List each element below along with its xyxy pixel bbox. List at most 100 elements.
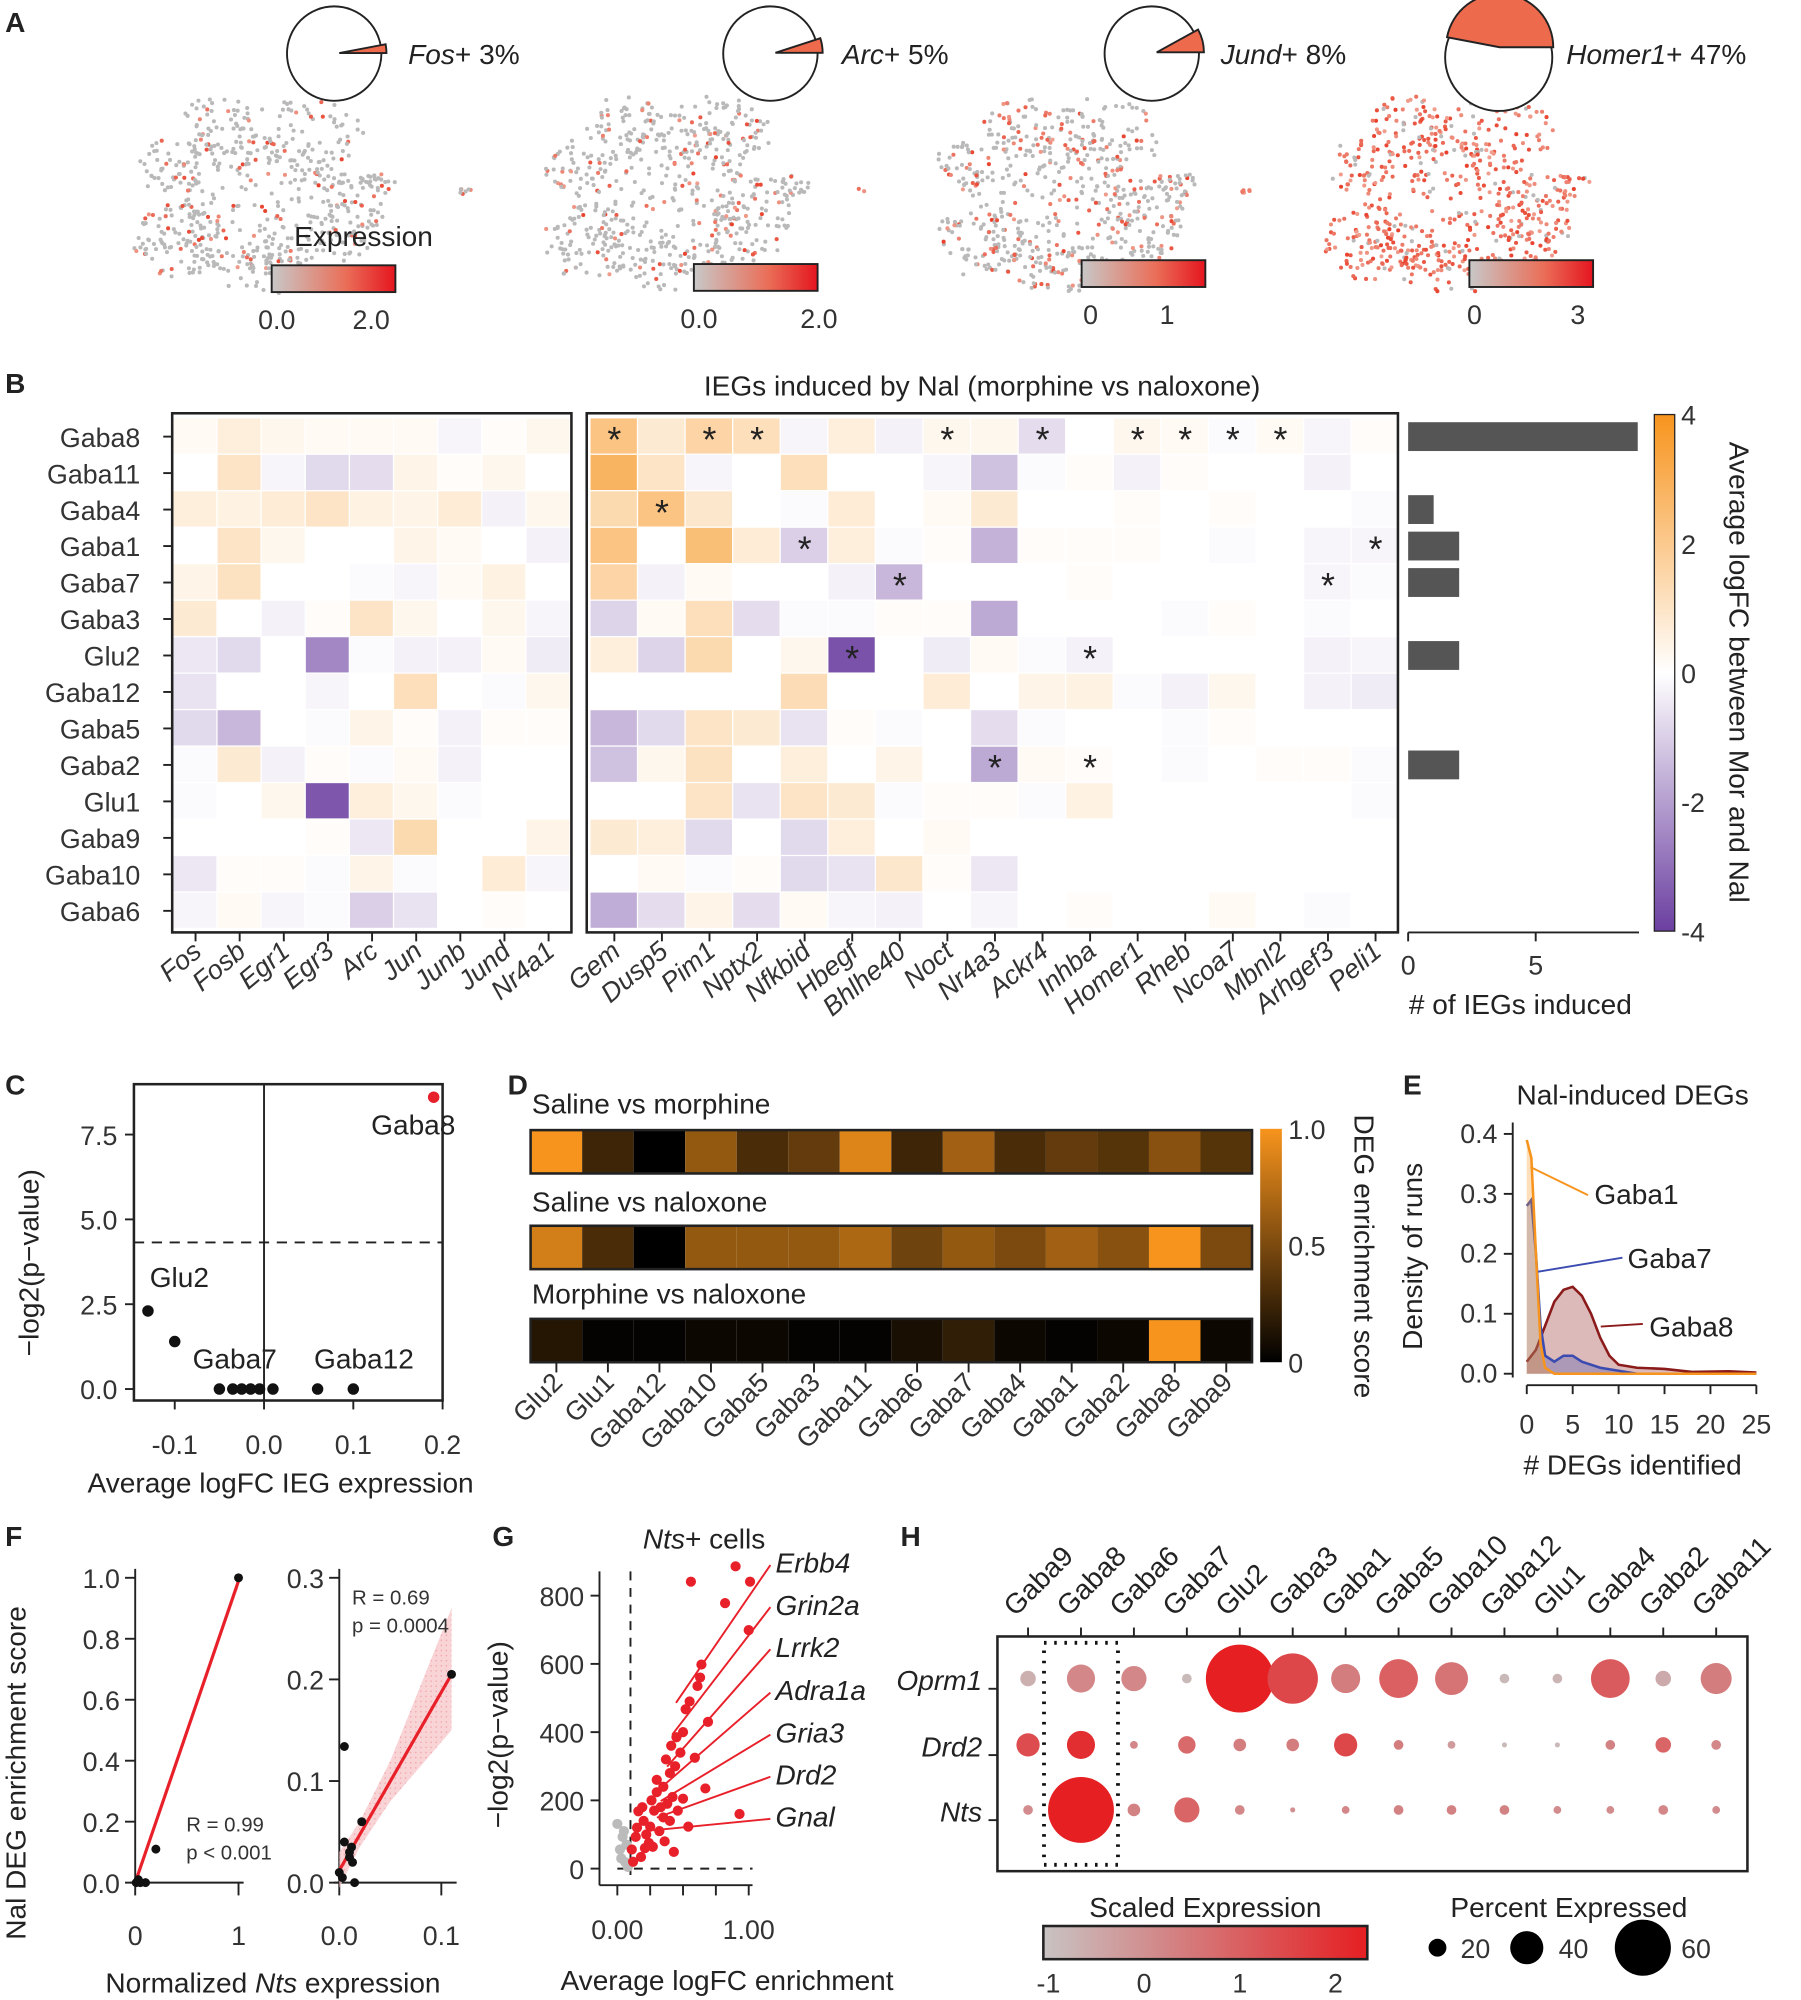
- umap-cell-point: [1070, 119, 1075, 124]
- umap-cell-point: [587, 165, 592, 170]
- umap-cell-point: [984, 267, 989, 272]
- heatmap-cell: [482, 491, 526, 527]
- umap-cell-point: [679, 128, 684, 133]
- umap-cell-point: [226, 109, 231, 114]
- heatmap-cell: [1304, 637, 1351, 673]
- umap-cell-point: [1426, 253, 1431, 258]
- umap-cell-point: [615, 268, 620, 273]
- umap-cell-point: [629, 165, 634, 170]
- enrichment-cell: [1148, 1130, 1201, 1174]
- umap-cell-point: [204, 247, 209, 252]
- umap-cell-point: [1381, 106, 1386, 111]
- umap-cell-point: [1120, 104, 1125, 110]
- umap-cell-point: [179, 259, 184, 264]
- umap-cell-point: [1369, 246, 1374, 251]
- heatmap-cell: [305, 856, 349, 892]
- umap-cell-point: [736, 216, 741, 221]
- umap-cell-point: [1385, 105, 1390, 110]
- umap-cell-point: [1389, 265, 1394, 270]
- umap-cell-point: [1102, 220, 1108, 225]
- enrichment-cell: [891, 1225, 943, 1270]
- umap-cell-point: [941, 239, 946, 244]
- umap-cell-point: [241, 126, 246, 131]
- umap-cell-point: [1439, 264, 1444, 269]
- umap-cell-point: [749, 118, 754, 123]
- umap-cell-point: [1122, 193, 1127, 198]
- umap-cell-point: [685, 132, 690, 137]
- umap-cell-point: [1382, 102, 1387, 107]
- umap-cell-point: [339, 172, 344, 177]
- umap-cell-point: [305, 155, 311, 160]
- umap-cell-point: [1406, 265, 1411, 270]
- umap-cell-point: [328, 203, 334, 208]
- umap-cell-point: [964, 143, 969, 148]
- umap-cell-point: [1101, 125, 1106, 130]
- heatmap-cell: [1018, 783, 1066, 819]
- umap-cell-point: [661, 262, 666, 267]
- umap-cell-point: [1367, 205, 1372, 210]
- umap-cell-point: [1099, 217, 1104, 222]
- umap-cell-point: [960, 187, 965, 192]
- heatmap-cell: [305, 454, 349, 491]
- umap-cell-point: [1074, 149, 1080, 154]
- umap-cell-point: [1106, 236, 1111, 241]
- umap-cell-point: [1450, 135, 1455, 140]
- umap-cell-point: [730, 196, 735, 201]
- enrichment-cell: [1097, 1318, 1149, 1363]
- significant-gene-point: [626, 1844, 637, 1855]
- umap-cell-point: [1182, 189, 1187, 194]
- umap-cell-point: [965, 253, 970, 258]
- umap-cell-point: [1355, 211, 1360, 217]
- umap-cell-point: [1493, 167, 1498, 172]
- umap-cell-point: [1117, 195, 1122, 201]
- umap-cell-point: [747, 222, 752, 227]
- heatmap-cell: [971, 856, 1018, 892]
- umap-cell-point: [308, 114, 314, 119]
- umap-cell-point: [760, 246, 765, 251]
- umap-cell-point: [752, 145, 757, 150]
- umap-cell-point: [1111, 203, 1116, 209]
- umap-cell-point: [1107, 142, 1112, 147]
- heatmap-cell: [685, 637, 733, 673]
- umap-cell-point: [632, 179, 637, 185]
- gene-label-adra1a: Adra1a: [774, 1675, 866, 1706]
- umap-cell-point: [971, 221, 976, 226]
- umap-cell-point: [986, 132, 991, 137]
- umap-cell-point: [714, 147, 719, 152]
- umap-cell-point: [1147, 206, 1152, 211]
- heatmap-cell: [305, 564, 349, 600]
- umap-cell-point: [1516, 113, 1521, 118]
- umap-cell-point: [730, 201, 735, 206]
- umap-cell-point: [1087, 208, 1092, 213]
- umap-cell-point: [1090, 197, 1095, 202]
- umap-cell-point: [579, 251, 584, 256]
- heatmap-cell: [876, 491, 923, 527]
- umap-cell-point: [329, 184, 334, 189]
- umap-cell-point: [661, 138, 666, 143]
- umap-cell-point: [150, 213, 155, 218]
- y-tick-label: 0.1: [1460, 1299, 1497, 1329]
- enrichment-cell: [530, 1130, 583, 1174]
- umap-cell-point: [683, 147, 688, 152]
- umap-cell-point: [160, 241, 165, 246]
- x-tick-label: 0.0: [321, 1921, 358, 1951]
- heatmap-cell: [1066, 819, 1113, 855]
- heatmap-cell: [1256, 527, 1303, 564]
- umap-cell-point: [1074, 197, 1079, 202]
- umap-cell-point: [725, 229, 730, 234]
- umap-cell-point: [696, 151, 701, 156]
- heatmap-cell: [828, 418, 875, 454]
- umap-cell-point: [279, 259, 284, 264]
- umap-cell-point: [1333, 245, 1338, 250]
- umap-cell-point: [754, 238, 759, 243]
- heatmap-right-frame: [585, 411, 1400, 934]
- umap-cell-point: [619, 108, 624, 114]
- heatmap-cell: [638, 856, 685, 892]
- umap-cell-point: [567, 229, 572, 234]
- heatmap-cell: [828, 783, 875, 819]
- significance-star: *: [893, 566, 907, 606]
- umap-cell-point: [728, 233, 733, 238]
- data-point: [141, 1878, 150, 1888]
- heatmap-cell: [1256, 710, 1303, 746]
- umap-cell-point: [1089, 176, 1094, 181]
